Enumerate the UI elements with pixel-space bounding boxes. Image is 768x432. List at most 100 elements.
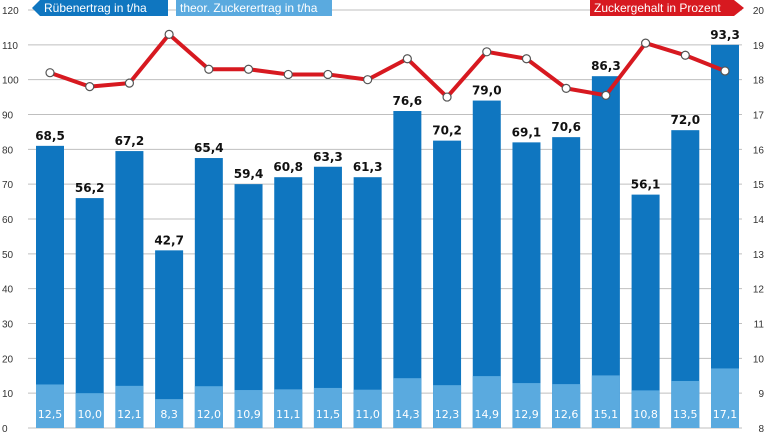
bar-value-labels: 68,5 56,2 67,2 42,7 65,4 59,4 60,8 63,3 61,3 76,6… [35,28,740,248]
right-tick-label: 14 [753,215,765,226]
line-point [402,54,412,64]
bar-value-label: 56,2 [75,181,105,195]
bar-value-label: 86,3 [591,59,621,73]
left-tick-label: 70 [2,180,14,191]
sugar-value-label: 14,9 [475,408,500,421]
sugar-value-label: 12,5 [38,408,63,421]
sugar-value-label: 12,9 [514,408,539,421]
bar-value-label: 67,2 [115,134,145,148]
sugar-bar [75,393,104,428]
bar-value-label: 56,1 [631,178,661,192]
bar [75,198,104,428]
sugar-bar [393,378,422,428]
left-tick-label: 0 [2,424,8,432]
legend-zuckerertrag: theor. Zuckerertrag in t/ha [176,0,332,16]
line-point [243,64,254,74]
line-point [601,90,611,100]
sugar-bar [631,390,660,428]
bar [36,145,64,428]
left-tick-label: 60 [2,215,14,226]
bar-value-label: 93,3 [710,28,740,42]
bar [631,194,660,428]
sugar-value-label: 10,0 [77,408,102,421]
sugar-value-label: 12,3 [435,408,460,421]
sugar-value-label: 11,0 [355,408,380,421]
bar-value-label: 60,8 [273,160,303,174]
sugar-value-label: 13,5 [673,408,698,421]
line-point [204,64,214,74]
bar [552,137,581,428]
bar-value-label: 42,7 [154,233,184,247]
bar [393,111,422,429]
bar-value-label: 70,6 [551,120,581,134]
line-point [85,82,95,92]
sugar-value-label: 17,1 [713,408,738,421]
bar-value-label: 79,0 [472,84,502,98]
line-point [363,75,373,85]
bar-value-label: 65,4 [194,141,224,155]
sugar-bar [274,389,303,428]
sugar-value-label: 14,3 [395,408,420,421]
bar-value-label: 63,3 [313,150,343,164]
sugar-value-label: 15,1 [594,408,619,421]
bar [234,184,263,428]
right-tick-label: 10 [753,354,765,365]
left-tick-label: 40 [2,285,14,296]
left-tick-label: 20 [2,354,14,365]
sugar-bar [194,386,223,428]
bar-value-label: 69,1 [512,125,542,139]
sugar-bar [472,376,501,428]
sugar-value-label: 11,1 [276,408,301,421]
legend-zuckergehalt: Zuckergehalt in Prozent [590,0,744,16]
right-tick-label: 16 [753,145,765,156]
line-point [323,69,333,80]
right-tick-label: 11 [754,320,765,331]
bar [194,158,223,428]
line-point [561,83,571,93]
line-point [680,50,690,60]
bar [433,140,462,428]
right-tick-label: 19 [753,41,765,52]
bar [353,177,382,428]
bar-series [36,44,739,429]
bar-value-label: 70,2 [432,124,462,138]
sugar-bar [591,375,620,428]
bar-value-label: 59,4 [234,167,264,181]
sugar-bar [711,368,739,428]
bar [274,177,303,428]
legend-zuckerertrag-box [176,0,332,16]
sugar-bar [234,390,263,428]
right-tick-label: 18 [753,76,765,87]
left-tick-label: 10 [2,389,14,400]
line-point [521,54,532,64]
bar [115,151,144,428]
line-point [720,66,730,76]
sugar-bar [552,384,581,428]
line-point [124,78,135,88]
line-point [482,47,492,57]
line-point [45,68,55,78]
legend-zuckergehalt-box [590,0,744,16]
bar [472,100,501,429]
sugar-bar [433,385,462,428]
sugar-bar [36,384,64,428]
sugar-value-label: 11,5 [316,408,341,421]
left-tick-label: 80 [2,145,14,156]
line-point [640,38,651,48]
sugar-value-label: 10,9 [236,408,261,421]
sugar-bar [353,389,382,428]
legend-zuckergehalt-label: Zuckergehalt in Prozent [594,1,721,15]
legend-ruebenertrag: Rübenertrag in t/ha [32,0,168,16]
right-tick-label: 20 [753,6,765,17]
bar [155,250,184,428]
left-tick-label: 110 [2,41,18,52]
bar-value-label: 76,6 [393,94,423,108]
sugar-value-labels: 12,5 10,0 12,1 8,3 12,0 10,9 11,1 11,5 11,0 14,3 1… [38,408,738,421]
right-tick-label: 13 [753,250,765,261]
sugar-bar [512,383,541,428]
sugar-bar [155,399,184,428]
left-axis: 0 10 20 30 40 50 60 70 80 90 100 110 120 [2,6,19,432]
legend-ruebenertrag-box [32,0,168,16]
line-point [164,29,174,39]
